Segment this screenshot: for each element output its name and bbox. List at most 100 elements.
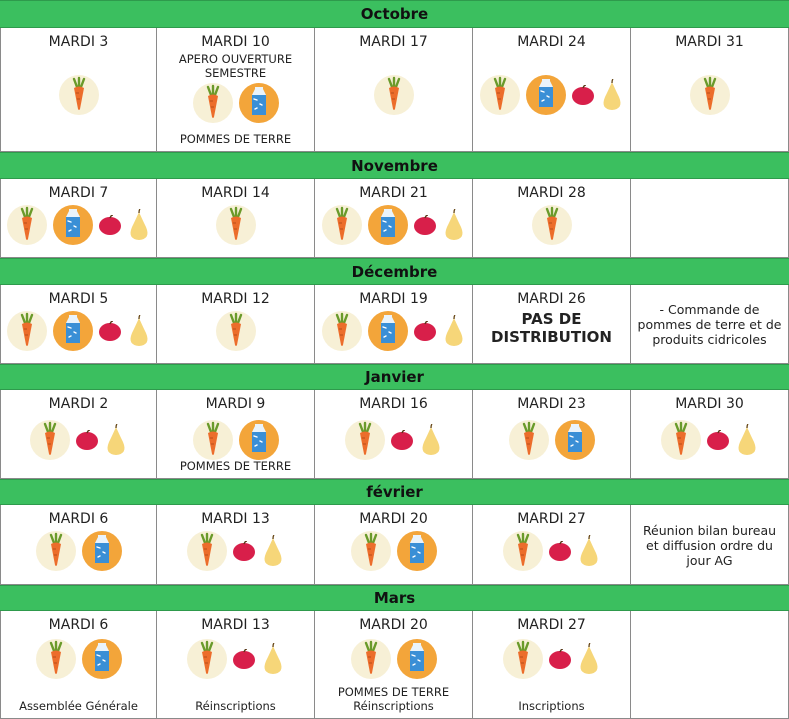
milk-icon: [52, 310, 94, 352]
carrot-icon: [186, 530, 228, 572]
carrot-icon: [531, 204, 573, 246]
day-label: MARDI 7: [48, 185, 109, 201]
day-cell: MARDI 13 Réinscriptions: [157, 611, 315, 719]
side-note: pommes de terre et de: [637, 317, 782, 332]
day-label: MARDI 6: [48, 617, 109, 633]
day-cell: MARDI 26 PAS DE DISTRIBUTION: [473, 285, 631, 364]
pear-icon: [126, 209, 152, 241]
day-label: MARDI 2: [48, 396, 109, 412]
day-cell: MARDI 28: [473, 179, 631, 258]
month-header: Octobre: [0, 0, 789, 28]
day-cell: MARDI 10 APERO OUVERTURE SEMESTRE POMMES DE…: [157, 28, 315, 152]
month-name: Novembre: [351, 156, 438, 175]
day-cell: - Commande de pommes de terre et de produi…: [631, 285, 789, 364]
month-name: Décembre: [351, 262, 438, 281]
week-row: MARDI 7 MARDI 14 MARDI 21 MARDI 28: [0, 179, 789, 258]
product-icons: [1, 637, 156, 681]
pear-icon: [418, 424, 444, 456]
event-note: APERO OUVERTURE: [178, 52, 293, 66]
pear-icon: [441, 209, 467, 241]
day-cell: MARDI 14: [157, 179, 315, 258]
side-note: et diffusion ordre du: [646, 538, 773, 553]
day-label: MARDI 3: [48, 34, 109, 50]
pear-icon: [599, 79, 625, 111]
pear-icon: [734, 424, 760, 456]
day-cell: MARDI 19: [315, 285, 473, 364]
product-icons: [1, 73, 156, 117]
carrot-icon: [215, 204, 257, 246]
milk-icon: [367, 204, 409, 246]
day-cell: MARDI 20: [315, 505, 473, 585]
apple-icon: [98, 215, 122, 235]
side-note: - Commande de: [659, 302, 760, 317]
product-icons: [473, 73, 630, 117]
milk-icon: [396, 638, 438, 680]
day-cell: MARDI 31: [631, 28, 789, 152]
day-cell: MARDI 23: [473, 390, 631, 479]
product-icons: [315, 73, 472, 117]
apple-icon: [232, 649, 256, 669]
apple-icon: [548, 649, 572, 669]
day-cell: MARDI 13: [157, 505, 315, 585]
day-label: MARDI 20: [359, 511, 428, 527]
day-cell: MARDI 12: [157, 285, 315, 364]
day-label: MARDI 20: [359, 617, 428, 633]
week-row: MARDI 3 MARDI 10 APERO OUVERTURE SEMESTRE PO…: [0, 28, 789, 152]
day-label: MARDI 31: [675, 34, 744, 50]
pear-icon: [576, 535, 602, 567]
event-note: POMMES DE TERRE: [179, 132, 292, 146]
day-cell: MARDI 17: [315, 28, 473, 152]
day-cell: MARDI 16: [315, 390, 473, 479]
product-icons: [157, 529, 314, 573]
event-note: POMMES DE TERRE: [337, 685, 450, 699]
milk-icon: [396, 530, 438, 572]
milk-icon: [81, 638, 123, 680]
month-name: Janvier: [365, 368, 424, 386]
pear-icon: [126, 315, 152, 347]
carrot-icon: [508, 419, 550, 461]
day-label: MARDI 14: [201, 185, 270, 201]
product-icons: [157, 637, 314, 681]
day-label: MARDI 16: [359, 396, 428, 412]
event-note: Assemblée Générale: [19, 699, 138, 713]
product-icons: [1, 203, 156, 247]
carrot-icon: [321, 204, 363, 246]
apple-icon: [413, 321, 437, 341]
apple-icon: [98, 321, 122, 341]
apple-icon: [571, 85, 595, 105]
side-note: produits cidricoles: [652, 332, 767, 347]
day-cell: MARDI 3: [0, 28, 157, 152]
day-cell: MARDI 6 Assemblée Générale: [0, 611, 157, 719]
day-cell: Réunion bilan bureau et diffusion ordre d…: [631, 505, 789, 585]
milk-icon: [525, 74, 567, 116]
product-icons: [315, 529, 472, 573]
product-icons: [157, 418, 314, 462]
day-label: MARDI 12: [201, 291, 270, 307]
event-note: SEMESTRE: [204, 66, 267, 80]
product-icons: [315, 309, 472, 353]
month-header: Janvier: [0, 364, 789, 390]
week-row: MARDI 5 MARDI 12 MARDI 19 MARDI 26 PAS DE DIS…: [0, 285, 789, 364]
product-icons: [315, 418, 472, 462]
product-icons: [1, 529, 156, 573]
day-label: MARDI 27: [517, 617, 586, 633]
day-label: MARDI 23: [517, 396, 586, 412]
day-cell: [631, 179, 789, 258]
carrot-icon: [350, 530, 392, 572]
month-name: février: [366, 483, 423, 501]
day-label: MARDI 6: [48, 511, 109, 527]
week-row: MARDI 6 Assemblée Générale MARDI 13 Réinscr…: [0, 611, 789, 719]
product-icons: [473, 637, 630, 681]
day-cell: MARDI 27: [473, 505, 631, 585]
carrot-icon: [35, 530, 77, 572]
pear-icon: [260, 643, 286, 675]
carrot-icon: [502, 530, 544, 572]
carrot-icon: [6, 204, 48, 246]
day-cell: MARDI 2: [0, 390, 157, 479]
side-note: jour AG: [686, 553, 733, 568]
product-icons: [157, 203, 314, 247]
pear-icon: [260, 535, 286, 567]
carrot-icon: [321, 310, 363, 352]
day-label: MARDI 26: [517, 291, 586, 307]
